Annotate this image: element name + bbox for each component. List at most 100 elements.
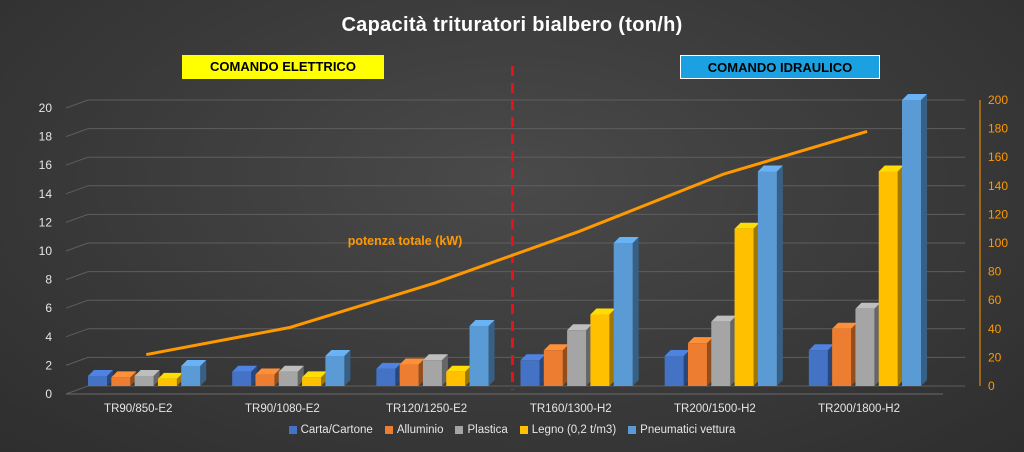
y-tick-left: 6: [45, 301, 52, 315]
bar-side: [107, 369, 113, 386]
bar-side: [344, 349, 351, 386]
bar-top: [757, 165, 783, 172]
bar-side: [200, 359, 207, 386]
bar-top: [711, 315, 737, 322]
bar: [590, 314, 610, 386]
bar-top: [232, 365, 258, 372]
bar: [687, 343, 707, 386]
bar-side: [921, 94, 928, 386]
bar-top: [278, 365, 304, 372]
bar-top: [878, 165, 904, 172]
bar: [111, 377, 131, 386]
y-tick-right: 100: [988, 236, 1008, 250]
y-tick-right: 40: [988, 322, 1002, 336]
legend-swatch: [628, 426, 637, 434]
y-tick-left: 0: [45, 387, 52, 401]
bar-top: [376, 362, 402, 369]
bar: [325, 355, 345, 386]
power-line: [145, 130, 868, 357]
bar: [757, 171, 777, 386]
gridline-depth: [65, 242, 89, 252]
bar-top: [325, 349, 351, 356]
bar-top: [88, 369, 113, 376]
bar-side: [776, 165, 783, 386]
legend-swatch: [455, 426, 464, 434]
bar-top: [734, 222, 760, 229]
legend-swatch: [384, 426, 393, 434]
bar-top: [111, 371, 137, 378]
gridline-depth: [65, 271, 89, 281]
bar: [878, 171, 898, 386]
legend-swatch: [288, 426, 297, 434]
bar-side: [130, 371, 137, 386]
bar: [567, 330, 587, 386]
y-tick-right: 60: [988, 293, 1002, 307]
bar: [255, 374, 275, 386]
bar-top: [422, 354, 448, 361]
x-tick-label: TR200/1500-H2: [674, 403, 756, 415]
bar-top: [687, 337, 713, 344]
bar-top: [543, 344, 569, 351]
legend-label: Pneumatici vettura: [640, 424, 736, 436]
comando-elettrico-label: COMANDO ELETTRICO: [182, 55, 384, 79]
bar-top: [302, 371, 328, 378]
bar: [88, 375, 107, 386]
x-tick-label: TR90/850-E2: [104, 403, 172, 415]
bar-top: [255, 368, 281, 375]
gridline-depth: [65, 328, 89, 338]
y-tick-left: 2: [45, 358, 52, 372]
bar-top: [134, 369, 160, 376]
bar-top: [613, 237, 639, 243]
gridline-depth: [65, 128, 89, 138]
y-tick-left: 4: [45, 330, 52, 344]
bar-top: [446, 365, 472, 372]
bar: [446, 371, 466, 386]
y-tick-left: 16: [39, 158, 53, 172]
y-tick-left: 8: [45, 273, 52, 287]
gridline-depth: [65, 213, 89, 223]
y-tick-left: 12: [39, 215, 53, 229]
bar: [734, 228, 754, 386]
bar-top: [855, 302, 881, 309]
bar: [902, 100, 922, 386]
chart-title: Capacità trituratori bialbero (ton/h): [341, 14, 683, 36]
power-line-label: potenza totale (kW): [348, 234, 463, 248]
y-tick-right: 140: [988, 179, 1008, 193]
bar: [134, 375, 154, 386]
bar: [469, 325, 489, 386]
x-tick-label: TR120/1250-E2: [386, 403, 467, 415]
bar: [376, 368, 396, 386]
y-tick-left: 20: [39, 101, 53, 115]
gridline-depth: [65, 185, 89, 195]
x-tick-label: TR160/1300-H2: [530, 403, 612, 415]
gridline-depth: [65, 99, 89, 109]
bar-side: [153, 369, 160, 386]
bar: [664, 355, 684, 386]
legend-item: Alluminio: [384, 424, 443, 436]
bar-top: [567, 324, 593, 331]
legend-label: Plastica: [467, 424, 508, 436]
y-tick-right: 120: [988, 207, 1008, 221]
gridline-depth: [65, 356, 89, 366]
y-tick-left: 10: [39, 244, 53, 258]
bar: [711, 321, 731, 386]
x-tick-label: TR90/1080-E2: [245, 403, 320, 415]
bar-top: [832, 322, 858, 329]
bar: [543, 350, 563, 386]
y-tick-left: 18: [39, 130, 53, 144]
bar: [181, 365, 201, 386]
y-tick-right: 0: [988, 379, 995, 393]
bar: [422, 360, 442, 386]
bar: [157, 378, 177, 386]
y-tick-right: 20: [988, 350, 1002, 364]
gridline-depth: [65, 385, 89, 395]
bar: [399, 364, 419, 386]
legend-label: Carta/Cartone: [300, 424, 373, 436]
bar-side: [488, 319, 495, 386]
y-tick-right: 180: [988, 122, 1008, 136]
chart-legend: Carta/Cartone Alluminio Plastica Legno (0,2…: [0, 424, 1024, 436]
gridline-depth: [65, 156, 89, 166]
x-tick-label: TR200/1800-H2: [818, 403, 900, 415]
bar: [302, 377, 322, 386]
